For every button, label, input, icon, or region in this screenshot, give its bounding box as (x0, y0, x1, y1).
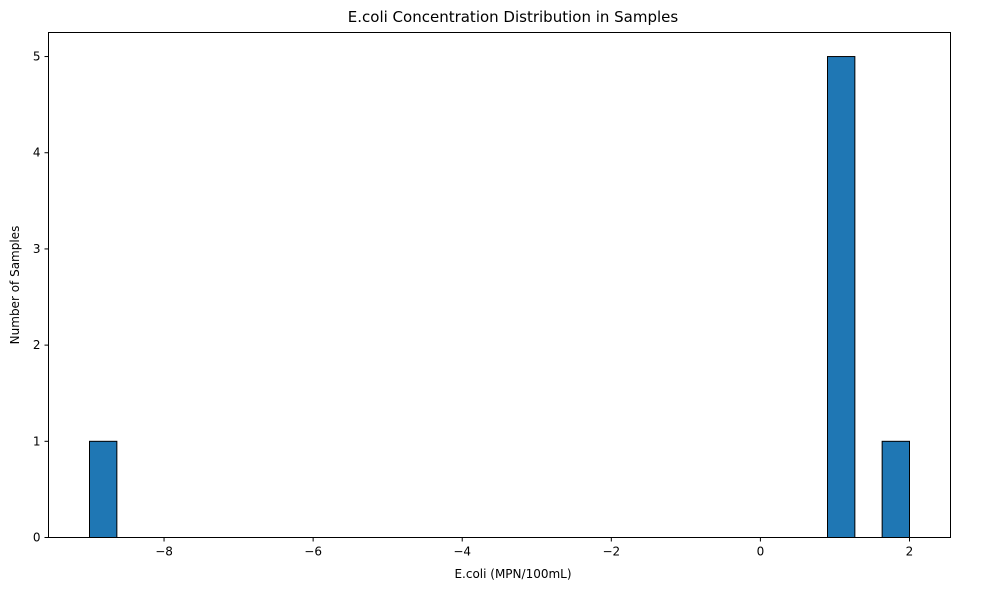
x-tick-label: −4 (453, 545, 471, 559)
histogram-bar (89, 440, 118, 538)
y-axis-ticks: 0 1 2 3 4 5 (33, 50, 49, 545)
y-tick-label: 0 (33, 531, 41, 545)
x-tick-label: −6 (304, 545, 322, 559)
x-tick-label: −2 (602, 545, 620, 559)
y-tick-label: 1 (33, 434, 41, 448)
plot-frame (48, 32, 951, 538)
y-tick-label: 2 (33, 338, 41, 352)
x-tick-label: 2 (906, 545, 914, 559)
x-tick-label: −8 (155, 545, 173, 559)
histogram-bar (881, 440, 911, 538)
histogram-bar (827, 56, 856, 539)
x-axis-ticks: −8 −6 −4 −2 0 2 (155, 537, 914, 559)
y-axis-label: Number of Samples (8, 226, 22, 345)
chart-title: E.coli Concentration Distribution in Sam… (348, 8, 679, 26)
bars-group (89, 56, 911, 539)
x-axis-label: E.coli (MPN/100mL) (454, 567, 571, 581)
x-tick-label: 0 (757, 545, 765, 559)
y-tick-label: 5 (33, 50, 41, 64)
y-tick-label: 3 (33, 242, 41, 256)
y-tick-label: 4 (33, 146, 41, 160)
